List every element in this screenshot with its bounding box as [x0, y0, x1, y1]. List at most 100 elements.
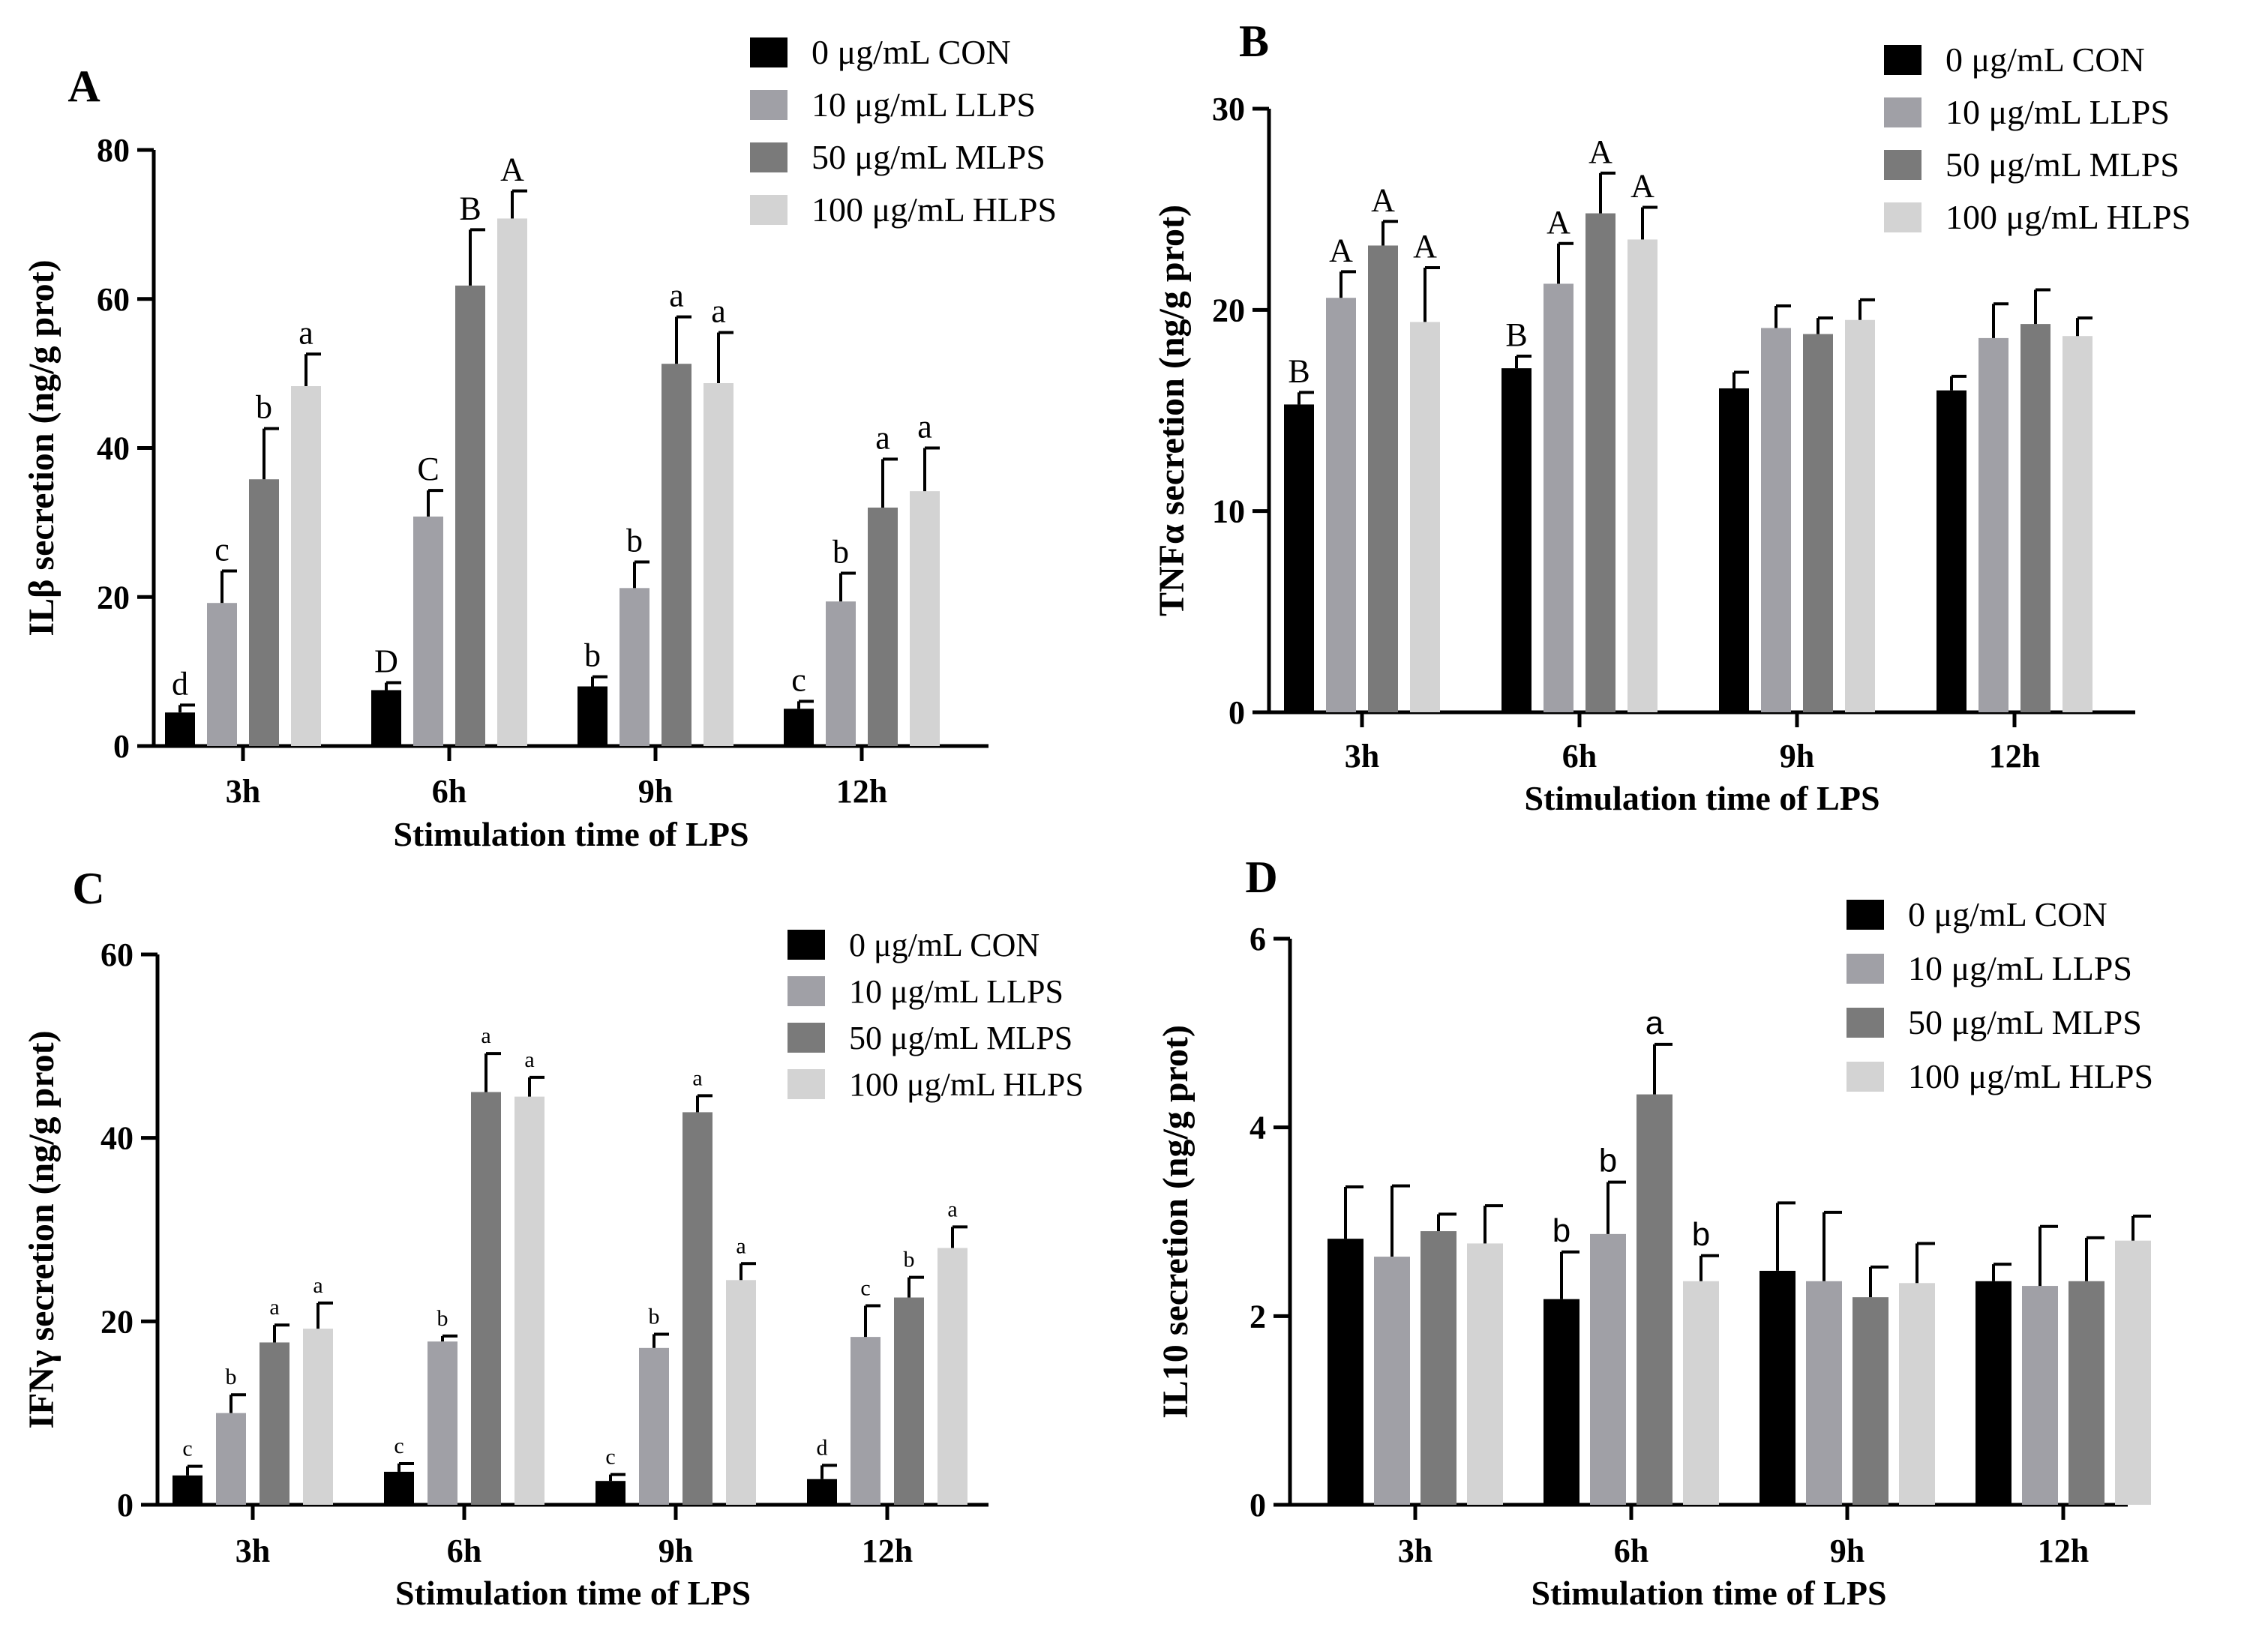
panel-a-significance-letter: a — [298, 314, 314, 351]
panel-a-significance-letter: d — [172, 665, 188, 702]
panel-d-x-tick-label: 12h — [2038, 1533, 2089, 1569]
panel-b-significance-letter: B — [1505, 316, 1527, 353]
panel-b-legend: 0 μg/mL CON 10 μg/mL LLPS 50 μg/mL MLPS 100… — [1884, 40, 2191, 236]
panel-c-bar — [260, 1342, 290, 1505]
panel-b-bar — [1719, 388, 1749, 712]
panel-d-y-axis-title: IL10 secretion (ng/g prot) — [1156, 1025, 1196, 1419]
panel-d-legend-swatch — [1846, 1008, 1884, 1038]
panel-d-legend: 0 μg/mL CON 10 μg/mL LLPS 50 μg/mL MLPS 100… — [1846, 895, 2153, 1095]
panel-c-bar — [807, 1479, 837, 1505]
panel-c-y-tick-label: 60 — [100, 936, 134, 973]
panel-a-y-tick-label: 0 — [113, 728, 130, 765]
panel-a-bar — [662, 364, 692, 746]
panel-a-bar — [704, 383, 734, 746]
panel-a-legend: 0 μg/mL CON 10 μg/mL LLPS 50 μg/mL MLPS 100… — [750, 33, 1057, 229]
panel-b-significance-letter: B — [1288, 352, 1310, 389]
panel-c-y-tick-label: 0 — [117, 1487, 134, 1524]
panel-a-significance-letter: b — [832, 533, 849, 570]
panel-b-legend-label: 0 μg/mL CON — [1946, 40, 2145, 79]
panel-d-bar — [1328, 1239, 1364, 1505]
panel-b-bar — [2020, 324, 2050, 712]
panel-b-label: B — [1239, 16, 1269, 66]
panel-b-legend-swatch — [1884, 45, 1922, 75]
panel-c-bars: c b a a c b a a c b a a d c b a — [172, 1023, 968, 1505]
panel-c-label: C — [72, 864, 104, 913]
panel-d-legend-label: 50 μg/mL MLPS — [1908, 1003, 2142, 1041]
panel-b-y-tick-label: 0 — [1228, 694, 1245, 731]
panel-d-legend-swatch — [1846, 954, 1884, 984]
panel-a-bar — [910, 491, 940, 746]
panel-c-bar — [938, 1248, 968, 1505]
panel-a-bar — [371, 690, 401, 746]
panel-c-significance-letter: a — [481, 1023, 490, 1048]
panel-c-significance-letter: b — [437, 1306, 448, 1331]
panel-d-bar — [1420, 1231, 1456, 1505]
panel-c-significance-letter: c — [182, 1437, 192, 1461]
panel-a-bar — [784, 709, 814, 746]
panel-b-legend-label: 10 μg/mL LLPS — [1946, 93, 2170, 131]
panel-a-significance-letter: a — [917, 409, 932, 445]
panel-c-significance-letter: a — [736, 1233, 746, 1258]
panel-d-bar — [1760, 1270, 1796, 1505]
panel-c-legend-swatch — [788, 1023, 825, 1053]
panel-a-significance-letter: D — [374, 643, 398, 680]
panel-c-significance-letter: a — [692, 1065, 702, 1090]
panel-d-bar — [1467, 1243, 1503, 1505]
panel-c-y-tick-label: 40 — [100, 1120, 134, 1157]
panel-b-y-axis-title: TNFα secretion (ng/g prot) — [1152, 205, 1192, 616]
panel-a-legend-label: 10 μg/mL LLPS — [812, 85, 1036, 124]
panel-d-legend-swatch — [1846, 900, 1884, 930]
panel-d-bar — [1976, 1281, 2012, 1505]
panel-b-x-tick-label: 9h — [1780, 738, 1814, 775]
panel-a-bar — [207, 603, 237, 746]
panel-c-significance-letter: b — [649, 1304, 660, 1329]
panel-b-y-tick-label: 10 — [1212, 493, 1245, 530]
panel-b-y-tick-label: 20 — [1212, 292, 1245, 328]
panel-d-bar — [1852, 1297, 1888, 1505]
panel-c-significance-letter: d — [817, 1435, 828, 1460]
panel-c-bar — [303, 1329, 333, 1505]
panel-c-y-tick-label: 20 — [100, 1303, 134, 1340]
panel-b-legend-swatch — [1884, 150, 1922, 180]
panel-d-axes: 0 2 4 6 3h 6h 9h 12h — [1250, 921, 2128, 1569]
panel-b-legend-label: 50 μg/mL MLPS — [1946, 145, 2180, 184]
panel-a-y-axis-title: ILβ secretion (ng/g prot) — [22, 259, 62, 636]
panel-a-y-tick-label: 20 — [97, 579, 130, 616]
panel-c-bar — [850, 1337, 880, 1505]
panel-d-y-tick-label: 6 — [1250, 921, 1266, 957]
panel-d-bar — [1374, 1257, 1410, 1505]
panel-b-x-axis-title: Stimulation time of LPS — [1524, 779, 1880, 817]
panel-c-bar — [216, 1413, 246, 1505]
panel-a-bar — [578, 686, 608, 746]
panel-a-x-tick-label: 12h — [836, 773, 887, 810]
panel-a-significance-letter: a — [875, 419, 890, 456]
panel-a-significance-letter: b — [256, 389, 272, 426]
panel-d-bar — [2115, 1240, 2151, 1505]
panel-c-y-axis-title: IFNγ secretion (ng/g prot) — [22, 1030, 62, 1428]
panel-a-bar — [826, 601, 856, 746]
panel-a-legend-label: 50 μg/mL MLPS — [812, 138, 1046, 176]
panel-c-bar — [514, 1096, 544, 1505]
panel-c-legend-label: 10 μg/mL LLPS — [849, 973, 1064, 1010]
panel-d-bar — [1590, 1233, 1626, 1505]
panel-c-legend-label: 100 μg/mL HLPS — [849, 1066, 1084, 1103]
panel-b-bar — [1326, 298, 1356, 712]
panel-a-legend-swatch — [750, 90, 788, 120]
panel-a-significance-letter: a — [669, 277, 684, 314]
panel-a-legend-swatch — [750, 195, 788, 225]
panel-c-significance-letter: a — [269, 1295, 279, 1320]
panel-d-bar — [2022, 1286, 2058, 1505]
panel-c-significance-letter: c — [860, 1276, 870, 1301]
panel-b-bar — [1628, 239, 1658, 713]
panel-b-bar — [1761, 328, 1791, 712]
panel-b-y-tick-label: 30 — [1212, 91, 1245, 127]
panel-a-x-tick-label: 3h — [226, 773, 260, 810]
panel-d-bar — [1899, 1283, 1935, 1505]
panel-d-significance-letter: b — [1552, 1212, 1570, 1249]
panel-a-chart: 0 20 40 60 80 3h 6h 9h 12h A ILβ secretion (ng/g p… — [22, 33, 1057, 853]
panel-c-x-tick-label: 9h — [658, 1533, 693, 1569]
panel-b-significance-letter: A — [1371, 181, 1395, 218]
panel-d-chart: 0 2 4 6 3h 6h 9h 12h D IL10 secretion (ng/g prot)… — [1156, 852, 2153, 1612]
